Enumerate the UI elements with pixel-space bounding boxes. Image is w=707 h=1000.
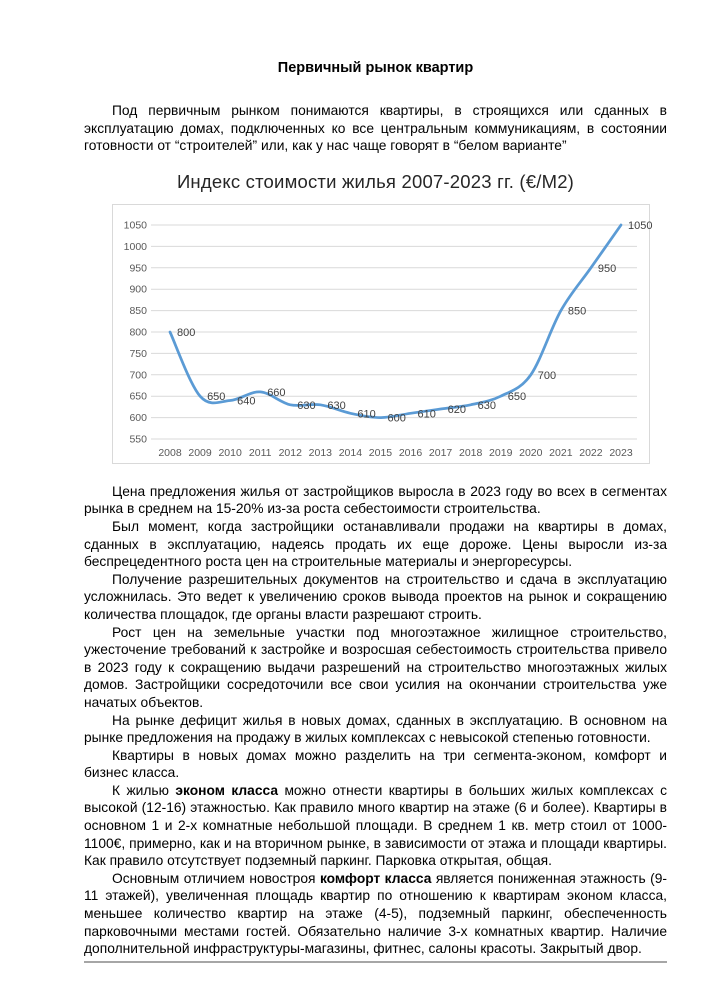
paragraph: Квартиры в новых домах можно разделить н… xyxy=(84,747,667,782)
svg-text:650: 650 xyxy=(207,391,225,403)
svg-text:900: 900 xyxy=(129,283,147,295)
text-run: Получение разрешительных документов на с… xyxy=(84,571,667,622)
bold-text-run: эконом класса xyxy=(175,782,279,798)
paragraph: Под первичным рынком понимаются квартиры… xyxy=(84,102,667,155)
svg-text:2009: 2009 xyxy=(188,447,212,459)
text-run: На рынке дефицит жилья в новых домах, сд… xyxy=(84,712,667,746)
svg-text:630: 630 xyxy=(327,400,345,412)
svg-text:750: 750 xyxy=(129,348,147,360)
page-title: Первичный рынок квартир xyxy=(277,60,474,76)
svg-text:2014: 2014 xyxy=(339,447,363,459)
svg-text:700: 700 xyxy=(129,369,147,381)
svg-text:610: 610 xyxy=(357,408,375,420)
svg-text:630: 630 xyxy=(297,400,315,412)
svg-text:850: 850 xyxy=(568,305,586,317)
housing-price-index-chart: 1050 1000 950 900 850 800 750 700 650 600 550 2008 2… xyxy=(112,203,653,464)
text-run: Квартиры в новых домах можно разделить н… xyxy=(84,747,667,781)
paragraph: Был момент, когда застройщики останавлив… xyxy=(84,518,667,571)
svg-text:2010: 2010 xyxy=(218,447,242,459)
paragraph: На рынке дефицит жилья в новых домах, сд… xyxy=(84,712,667,747)
svg-text:630: 630 xyxy=(478,400,496,412)
svg-text:600: 600 xyxy=(129,412,147,424)
document-content: Первичный рынок квартир Под первичным ры… xyxy=(84,60,667,958)
svg-text:2023: 2023 xyxy=(609,447,633,459)
paragraph: Основным отличием новостроя комфорт клас… xyxy=(84,870,667,958)
svg-text:650: 650 xyxy=(508,391,526,403)
svg-text:2008: 2008 xyxy=(158,447,182,459)
footer-divider xyxy=(84,961,667,963)
chart-x-axis-labels: 2008 2009 2010 2011 2012 2013 2014 2015 2016 2017… xyxy=(158,447,633,459)
paragraph: Получение разрешительных документов на с… xyxy=(84,571,667,624)
svg-text:550: 550 xyxy=(129,433,147,445)
intro-section: Под первичным рынком понимаются квартиры… xyxy=(84,102,667,155)
svg-text:1050: 1050 xyxy=(124,219,148,231)
text-run: Был момент, когда застройщики останавлив… xyxy=(84,518,667,570)
svg-text:800: 800 xyxy=(177,327,195,339)
paragraph: К жилью эконом класса можно отнести квар… xyxy=(84,782,667,870)
svg-text:2020: 2020 xyxy=(519,447,543,459)
svg-text:2019: 2019 xyxy=(489,447,513,459)
chart-series-line xyxy=(168,223,623,419)
svg-text:800: 800 xyxy=(129,326,147,338)
svg-text:650: 650 xyxy=(129,390,147,402)
svg-text:1000: 1000 xyxy=(124,241,148,253)
text-run: можно отнести квартиры в больших жилых к… xyxy=(84,782,668,869)
text-run: Под первичным рынком понимаются квартиры… xyxy=(84,103,667,154)
text-run: Основным отличием новостроя xyxy=(112,870,320,886)
svg-text:950: 950 xyxy=(129,262,147,274)
text-run: Рост цен на земельные участки под многоэ… xyxy=(84,624,667,710)
text-run: Цена предложения жилья от застройщиков в… xyxy=(84,483,667,517)
chart-data-labels: 800 650 640 660 630 630 610 600 610 620 630 650 700 8… xyxy=(177,220,652,425)
svg-text:660: 660 xyxy=(267,387,285,399)
paragraph: Цена предложения жилья от застройщиков в… xyxy=(84,483,667,518)
svg-text:610: 610 xyxy=(418,408,436,420)
svg-text:600: 600 xyxy=(387,412,405,424)
svg-text:2011: 2011 xyxy=(249,447,272,459)
svg-text:620: 620 xyxy=(448,404,466,416)
svg-text:2013: 2013 xyxy=(309,447,333,459)
svg-text:950: 950 xyxy=(598,263,616,275)
svg-text:2016: 2016 xyxy=(399,447,423,459)
svg-text:2021: 2021 xyxy=(549,447,573,459)
svg-text:1050: 1050 xyxy=(628,220,652,232)
text-run: является пониженная этажность (9-11 этаж… xyxy=(84,870,667,957)
svg-text:2012: 2012 xyxy=(279,447,303,459)
body-section: Цена предложения жилья от застройщиков в… xyxy=(84,483,667,958)
chart-y-axis-labels: 1050 1000 950 900 850 800 750 700 650 600 550 xyxy=(124,219,148,445)
svg-text:2022: 2022 xyxy=(579,447,603,459)
svg-text:2018: 2018 xyxy=(459,447,483,459)
svg-text:700: 700 xyxy=(538,370,556,382)
svg-text:2015: 2015 xyxy=(369,447,393,459)
text-run: К жилью xyxy=(112,782,176,798)
chart-gridlines xyxy=(151,224,637,440)
chart-title: Индекс стоимости жилья 2007-2023 гг. (€/… xyxy=(176,170,575,192)
paragraph: Рост цен на земельные участки под многоэ… xyxy=(84,624,667,712)
svg-text:640: 640 xyxy=(237,395,255,407)
svg-text:2017: 2017 xyxy=(429,447,453,459)
svg-text:850: 850 xyxy=(129,305,147,317)
bold-text-run: комфорт класса xyxy=(319,870,432,886)
